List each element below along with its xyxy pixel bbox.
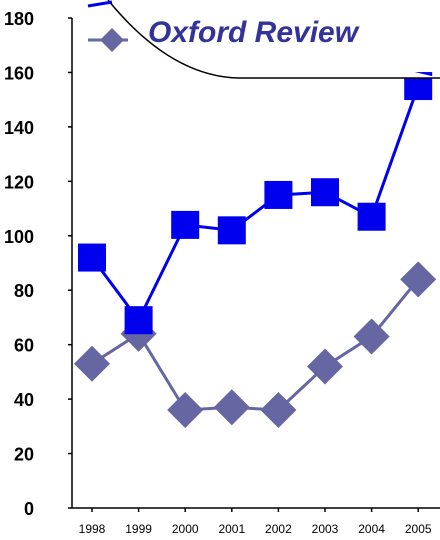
y-tick-label: 100 [4,227,34,247]
title-box: Oxford Review [87,0,440,79]
x-tick-label: 2001 [218,522,245,536]
data-point-square [78,243,106,272]
y-tick-label: 140 [4,118,34,138]
axes: 0 20 40 60 80 100 120 140 160 180 1998 1999 2000 2001… [4,9,440,536]
y-tick-label: 0 [24,499,34,519]
x-tick-label: 1998 [79,522,106,536]
legend-line-square [87,0,113,8]
x-tick-label: 2000 [172,522,199,536]
x-tick-label: 2003 [312,522,339,536]
data-point-diamond [400,261,437,298]
data-point-diamond [353,318,390,355]
y-tick-label: 120 [4,172,34,192]
data-point-diamond [213,389,250,426]
x-tick-label: 2005 [405,522,432,536]
x-tick-label: 1999 [125,522,152,536]
data-point-diamond [167,392,204,428]
y-tick-label: 20 [14,445,34,465]
y-tick-label: 80 [14,281,34,301]
chart-title: Oxford Review [148,16,360,49]
y-tick-label: 180 [4,9,34,29]
y-tick-label: 40 [14,390,34,410]
series-layer [74,72,437,428]
data-point-diamond [74,345,110,382]
data-point-square [217,216,246,245]
data-point-diamond [307,348,343,385]
legend [87,0,128,52]
data-point-square [264,180,293,209]
data-point-square [311,178,339,207]
data-point-square [171,210,200,239]
legend-marker-diamond [100,28,124,52]
x-tick-label: 2004 [358,522,385,536]
x-tick-label: 2002 [265,522,292,536]
data-point-square [124,306,153,335]
title-bubble [107,0,440,79]
y-tick-label: 60 [14,336,34,356]
data-point-diamond [260,392,297,428]
data-point-square [357,202,386,231]
y-tick-label: 160 [4,63,34,83]
